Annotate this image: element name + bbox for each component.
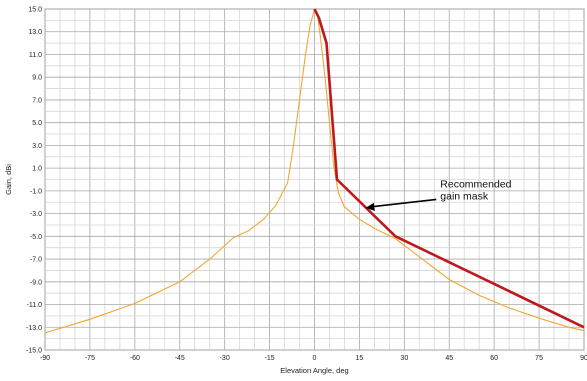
y-tick-label: 9.0 <box>32 75 42 82</box>
x-tick-label: 0 <box>313 355 317 362</box>
x-tick-label: 15 <box>356 355 364 362</box>
y-tick-label: 7.0 <box>32 97 42 104</box>
y-tick-label: 15.0 <box>28 7 42 14</box>
y-tick-label: -7.0 <box>30 257 42 264</box>
series-line-gain-mask <box>313 8 585 329</box>
x-axis-ticks: -90 -75 -60 -45 -30 -15 0 15 30 45 60 75 90 <box>40 355 587 362</box>
x-tick-label: -90 <box>40 355 50 362</box>
annotation-arrow-head <box>365 202 375 211</box>
annotation-text: gain mask <box>440 190 489 202</box>
x-tick-label: 45 <box>445 355 453 362</box>
x-tick-label: -45 <box>175 355 185 362</box>
x-tick-label: 90 <box>580 355 587 362</box>
x-tick-label: -75 <box>85 355 95 362</box>
y-tick-label: -13.0 <box>26 325 42 332</box>
x-tick-label: -30 <box>220 355 230 362</box>
x-tick-label: -60 <box>130 355 140 362</box>
x-tick-label: 30 <box>400 355 408 362</box>
series-lines <box>44 8 585 334</box>
annotation-text: Recommended <box>440 178 511 190</box>
x-tick-label: 60 <box>490 355 498 362</box>
y-axis-ticks: 15.0 13.0 11.0 9.0 7.0 5.0 3.0 1.0 -1.0 -3.0 -5.0 -… <box>26 7 42 355</box>
y-tick-label: -15.0 <box>26 348 42 355</box>
y-tick-label: 11.0 <box>29 52 42 59</box>
x-tick-label: 75 <box>535 355 543 362</box>
y-tick-label: 1.0 <box>32 166 42 173</box>
y-tick-label: 3.0 <box>32 143 42 150</box>
y-tick-label: 5.0 <box>32 120 42 127</box>
x-tick-label: -15 <box>265 355 275 362</box>
y-tick-label: -11.0 <box>27 302 43 309</box>
y-tick-label: -5.0 <box>30 234 42 241</box>
y-tick-label: -9.0 <box>30 279 42 286</box>
series-line-antenna-pattern <box>44 8 585 334</box>
y-tick-label: 13.0 <box>28 29 42 36</box>
grid-lines <box>44 8 585 351</box>
x-axis-title: Elevation Angle, deg <box>280 366 348 375</box>
y-axis-title: Gain, dBi <box>4 164 13 195</box>
y-tick-label: -3.0 <box>30 211 42 218</box>
annotation-arrow-line <box>370 198 437 208</box>
y-tick-label: -1.0 <box>30 188 42 195</box>
